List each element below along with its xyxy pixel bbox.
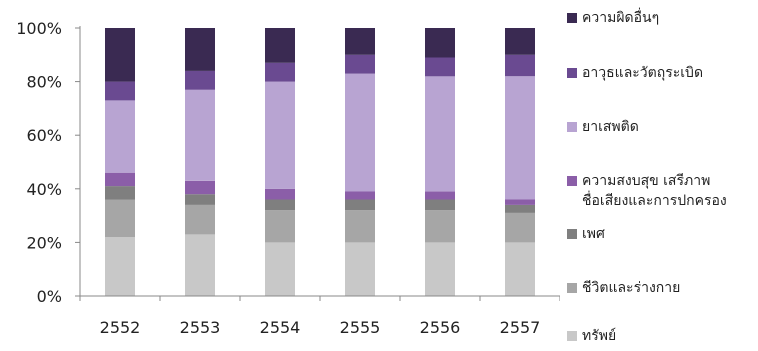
legend-label: เพศ — [582, 226, 605, 242]
y-tick-label: 80% — [26, 73, 62, 92]
x-tick-label: 2554 — [260, 318, 301, 337]
x-tick-label: 2556 — [420, 318, 461, 337]
bar-segment-2556-s2 — [425, 199, 455, 211]
legend-item: อาวุธและวัตถุระเบิด — [567, 63, 703, 83]
x-tick-label: 2552 — [100, 318, 141, 337]
legend-item: ความผิดอื่นๆ — [567, 8, 659, 28]
bar-segment-2556-s4 — [425, 76, 455, 192]
bar-segment-2552-s3 — [105, 172, 135, 187]
bar-segment-2556-s1 — [425, 210, 455, 243]
bar-segment-2554-s3 — [265, 188, 295, 200]
bar-segment-2555-s1 — [345, 210, 375, 243]
legend-swatch — [567, 122, 577, 132]
legend-swatch — [567, 176, 577, 186]
legend-swatch — [567, 13, 577, 23]
legend-swatch — [567, 68, 577, 78]
legend-item: เพศ — [567, 224, 605, 244]
legend-item: ทรัพย์ — [567, 326, 616, 346]
bar-segment-2553-s0 — [185, 234, 215, 296]
x-tick-label: 2553 — [180, 318, 221, 337]
axes — [75, 26, 560, 301]
bar-segment-2553-s2 — [185, 194, 215, 205]
legend-label: ความผิดอื่นๆ — [582, 10, 660, 26]
y-tick-label: 100% — [16, 19, 62, 38]
bar-segment-2554-s6 — [265, 28, 295, 63]
bar-segment-2552-s4 — [105, 100, 135, 173]
y-tick-label: 40% — [26, 180, 62, 199]
y-tick-label: 0% — [37, 287, 62, 306]
x-tick-label: 2557 — [500, 318, 541, 337]
bar-segment-2557-s2 — [505, 204, 535, 213]
y-tick-label: 60% — [26, 126, 62, 145]
bar-segment-2552-s0 — [105, 237, 135, 296]
bar-segment-2552-s2 — [105, 186, 135, 200]
legend-item: ความสงบสุข เสรีภาพ ชื่อเสียงและการปกครอง — [567, 171, 727, 211]
legend-item: ยาเสพติด — [567, 117, 639, 137]
x-tick-label: 2555 — [340, 318, 381, 337]
bars — [105, 28, 535, 296]
legend-item: ชีวิตและร่างกาย — [567, 278, 680, 298]
legend-label: ความสงบสุข เสรีภาพ ชื่อเสียงและการปกครอง — [582, 173, 727, 209]
legend-label: ยาเสพติด — [582, 119, 639, 135]
legend-label: ทรัพย์ — [582, 328, 617, 344]
bar-segment-2557-s3 — [505, 199, 535, 205]
bar-segment-2556-s6 — [425, 28, 455, 58]
bar-segment-2556-s5 — [425, 57, 455, 77]
legend-label: ชีวิตและร่างกาย — [582, 280, 681, 296]
bar-segment-2554-s5 — [265, 62, 295, 82]
bar-segment-2554-s0 — [265, 242, 295, 296]
bar-segment-2552-s1 — [105, 199, 135, 237]
bar-segment-2555-s3 — [345, 191, 375, 200]
stacked-bar-chart: 0%20%40%60%80%100% 2552 2553 2554 2555 2556 2… — [16, 19, 560, 337]
legend-swatch — [567, 331, 577, 341]
legend-label: อาวุธและวัตถุระเบิด — [582, 65, 704, 81]
bar-segment-2557-s5 — [505, 54, 535, 77]
bar-segment-2553-s3 — [185, 180, 215, 195]
bar-segment-2553-s5 — [185, 70, 215, 90]
bar-segment-2557-s6 — [505, 28, 535, 55]
y-axis-tick-labels: 0% 20% 40% 60% 80% 100% — [16, 19, 62, 306]
bar-segment-2553-s1 — [185, 204, 215, 235]
bar-segment-2557-s0 — [505, 242, 535, 296]
bar-segment-2553-s4 — [185, 89, 215, 181]
bar-segment-2556-s3 — [425, 191, 455, 200]
x-axis-tick-labels: 2552 2553 2554 2555 2556 2557 — [100, 318, 541, 337]
bar-segment-2555-s6 — [345, 28, 375, 55]
bar-segment-2555-s0 — [345, 242, 375, 296]
bar-segment-2553-s6 — [185, 28, 215, 71]
bar-segment-2557-s1 — [505, 212, 535, 243]
y-tick-label: 20% — [26, 233, 62, 252]
bar-segment-2554-s4 — [265, 81, 295, 189]
bar-segment-2557-s4 — [505, 76, 535, 200]
bar-segment-2552-s6 — [105, 28, 135, 82]
legend-swatch — [567, 283, 577, 293]
bar-segment-2554-s1 — [265, 210, 295, 243]
legend: ความผิดอื่นๆอาวุธและวัตถุระเบิดยาเสพติดค… — [567, 0, 757, 351]
bar-segment-2555-s4 — [345, 73, 375, 192]
bar-segment-2555-s2 — [345, 199, 375, 211]
bar-segment-2552-s5 — [105, 81, 135, 101]
bar-segment-2555-s5 — [345, 54, 375, 74]
bar-segment-2556-s0 — [425, 242, 455, 296]
bar-segment-2554-s2 — [265, 199, 295, 211]
legend-swatch — [567, 229, 577, 239]
